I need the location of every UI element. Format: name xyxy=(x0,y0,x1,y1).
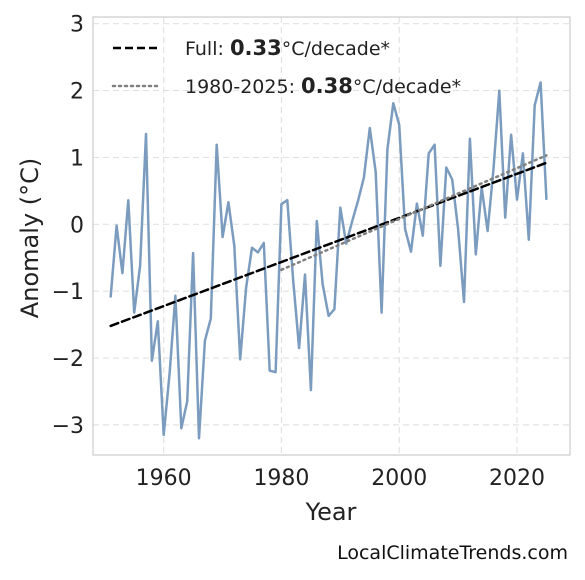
y-axis-label: Anomaly (°C) xyxy=(16,158,44,318)
legend: Full: 0.33°C/decade* 1980-2025: 0.38°C/de… xyxy=(111,36,461,98)
grid xyxy=(93,17,570,455)
x-tick-label: 2020 xyxy=(489,466,545,491)
legend-label: 1980-2025: 0.38°C/decade* xyxy=(185,74,461,98)
recent-trend-line xyxy=(280,154,548,272)
ticks: 1960 1980 2000 2020 3 2 1 0 −1 −2 −3 xyxy=(52,13,545,491)
y-tick-label: 2 xyxy=(70,80,84,105)
series-layer xyxy=(109,81,548,440)
y-tick-label: 3 xyxy=(70,13,84,38)
y-tick-label: 0 xyxy=(70,213,84,238)
plot-frame xyxy=(92,16,571,456)
x-tick-label: 1960 xyxy=(136,466,192,491)
y-tick-label: −3 xyxy=(52,414,84,439)
legend-label: Full: 0.33°C/decade* xyxy=(185,36,390,60)
x-tick-label: 1980 xyxy=(253,466,309,491)
y-tick-label: −2 xyxy=(52,347,84,372)
x-tick-label: 2000 xyxy=(371,466,427,491)
anomaly-series-line xyxy=(109,81,548,440)
site-credit: LocalClimateTrends.com xyxy=(337,542,568,564)
full-trend-line xyxy=(109,161,548,328)
x-axis-label: Year xyxy=(305,498,357,526)
y-tick-label: −1 xyxy=(52,280,84,305)
y-tick-label: 1 xyxy=(70,146,84,171)
